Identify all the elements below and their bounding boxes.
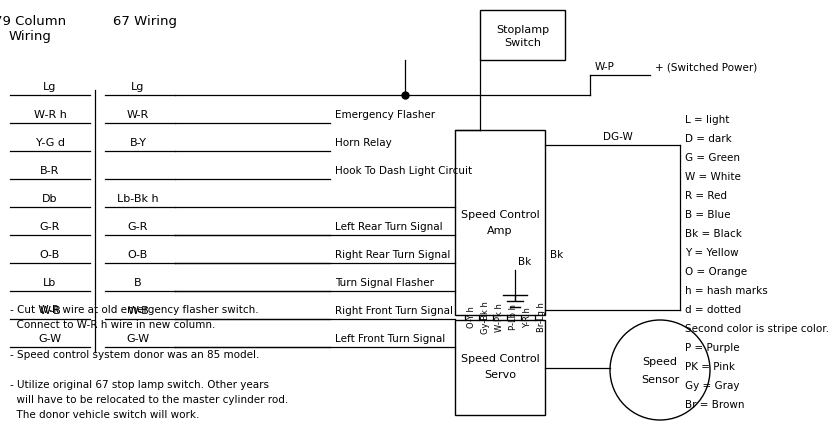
Text: G-W: G-W <box>127 334 150 344</box>
Text: W-R: W-R <box>127 110 150 120</box>
Text: G = Green: G = Green <box>685 153 740 163</box>
Text: W-B: W-B <box>127 306 149 316</box>
Text: d = dotted: d = dotted <box>685 305 741 315</box>
Bar <box>455 320 545 415</box>
Ellipse shape <box>610 320 710 420</box>
Text: - Utilize original 67 stop lamp switch. Other years: - Utilize original 67 stop lamp switch. … <box>10 380 269 390</box>
Text: Right Rear Turn Signal: Right Rear Turn Signal <box>335 250 450 260</box>
Text: Left Front Turn Signal: Left Front Turn Signal <box>335 334 445 344</box>
Text: Br = Brown: Br = Brown <box>685 400 744 410</box>
Bar <box>455 130 545 315</box>
Text: O-Y h: O-Y h <box>467 307 476 329</box>
Text: Y-R h: Y-R h <box>523 307 532 328</box>
Text: P = Purple: P = Purple <box>685 343 740 353</box>
Text: Y = Yellow: Y = Yellow <box>685 248 738 258</box>
Text: Right Front Turn Signal: Right Front Turn Signal <box>335 306 453 316</box>
Text: B-R: B-R <box>40 166 60 176</box>
Text: Y-G d: Y-G d <box>35 138 65 148</box>
Text: The donor vehicle switch will work.: The donor vehicle switch will work. <box>10 410 199 420</box>
Text: Second color is stripe color.: Second color is stripe color. <box>685 324 829 334</box>
Text: Gy = Gray: Gy = Gray <box>685 381 739 391</box>
Text: will have to be relocated to the master cylinder rod.: will have to be relocated to the master … <box>10 395 288 405</box>
Text: Servo: Servo <box>484 371 516 381</box>
Text: Bk: Bk <box>550 250 564 260</box>
Text: Stoplamp: Stoplamp <box>496 25 549 35</box>
Bar <box>480 10 565 60</box>
Text: Switch: Switch <box>504 38 541 48</box>
Text: Lb: Lb <box>44 278 56 288</box>
Text: L = light: L = light <box>685 115 729 125</box>
Text: - Speed control system donor was an 85 model.: - Speed control system donor was an 85 m… <box>10 350 260 360</box>
Text: G-R: G-R <box>128 222 148 232</box>
Text: W-R h: W-R h <box>34 110 66 120</box>
Text: Speed: Speed <box>643 357 678 367</box>
Text: B-Y: B-Y <box>129 138 146 148</box>
Text: B = Blue: B = Blue <box>685 210 731 220</box>
Text: Db: Db <box>42 194 58 204</box>
Text: Bk = Black: Bk = Black <box>685 229 742 239</box>
Text: B: B <box>134 278 142 288</box>
Text: P-Lb h: P-Lb h <box>509 304 518 330</box>
Text: W-P: W-P <box>595 62 615 72</box>
Text: G-R: G-R <box>39 222 60 232</box>
Text: Sensor: Sensor <box>641 375 679 385</box>
Text: Lb-Bk h: Lb-Bk h <box>118 194 159 204</box>
Text: Emergency Flasher: Emergency Flasher <box>335 110 435 120</box>
Text: Wiring: Wiring <box>8 30 51 43</box>
Text: Br-Lg h: Br-Lg h <box>537 303 546 333</box>
Text: Connect to W-R h wire in new column.: Connect to W-R h wire in new column. <box>10 320 215 330</box>
Text: W = White: W = White <box>685 172 741 182</box>
Text: - Cut W-R wire at old emergency flasher switch.: - Cut W-R wire at old emergency flasher … <box>10 305 259 315</box>
Text: Bk: Bk <box>518 257 531 267</box>
Text: Left Rear Turn Signal: Left Rear Turn Signal <box>335 222 443 232</box>
Text: PK = Pink: PK = Pink <box>685 362 735 372</box>
Text: Speed Control: Speed Control <box>460 355 539 365</box>
Text: Hook To Dash Light Circuit: Hook To Dash Light Circuit <box>335 166 472 176</box>
Text: DG-W: DG-W <box>602 132 633 142</box>
Text: Amp: Amp <box>487 226 512 236</box>
Text: Speed Control: Speed Control <box>460 210 539 220</box>
Text: 67 Wiring: 67 Wiring <box>113 15 177 28</box>
Text: + (Switched Power): + (Switched Power) <box>655 62 757 72</box>
Text: Gy-Bk h: Gy-Bk h <box>481 301 490 334</box>
Text: G-W: G-W <box>39 334 61 344</box>
Text: W-Pk h: W-Pk h <box>495 303 504 332</box>
Text: Lg: Lg <box>131 82 144 92</box>
Text: 79 Column: 79 Column <box>0 15 66 28</box>
Text: D = dark: D = dark <box>685 134 732 144</box>
Text: Horn Relay: Horn Relay <box>335 138 391 148</box>
Text: Turn Signal Flasher: Turn Signal Flasher <box>335 278 434 288</box>
Text: R = Red: R = Red <box>685 191 727 201</box>
Text: O-B: O-B <box>39 250 60 260</box>
Text: O = Orange: O = Orange <box>685 267 747 277</box>
Text: Lg: Lg <box>44 82 56 92</box>
Text: h = hash marks: h = hash marks <box>685 286 768 296</box>
Text: W-B: W-B <box>39 306 60 316</box>
Text: O-B: O-B <box>128 250 148 260</box>
